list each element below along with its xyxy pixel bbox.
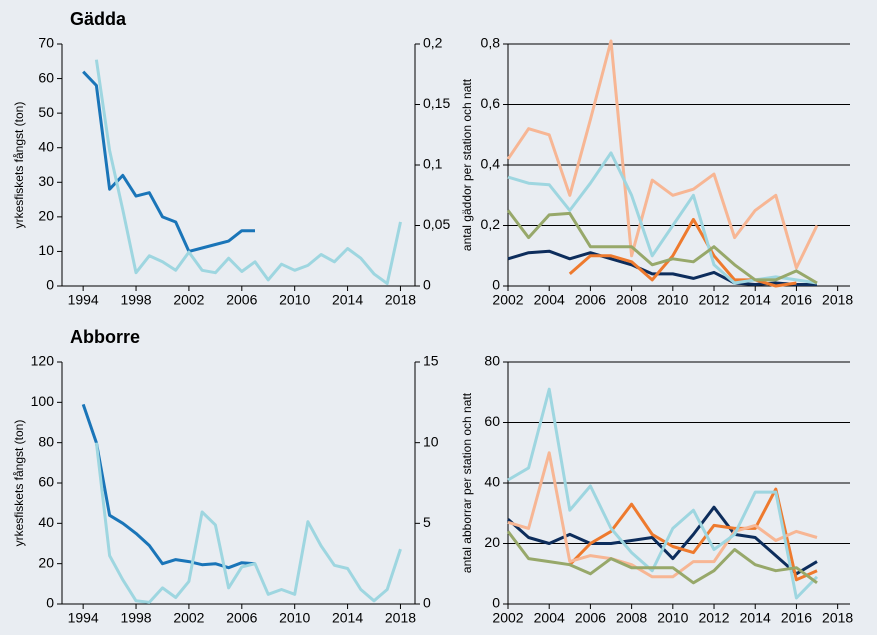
x-tick-label: 1994	[68, 292, 99, 308]
x-tick-label: 2002	[173, 610, 204, 626]
y-tick-label: 20	[38, 208, 54, 224]
y-tick-label: 20	[38, 554, 54, 570]
y-tick-label: 0,6	[481, 95, 501, 111]
y-tick-label: 0	[46, 277, 54, 293]
x-tick-label: 2010	[657, 292, 688, 308]
y-tick-label: 60	[484, 413, 500, 429]
y-tick-label: 20	[484, 534, 500, 550]
x-tick-label: 1998	[120, 292, 151, 308]
y-tick-label: 80	[38, 433, 54, 449]
y-tick-label: 40	[38, 514, 54, 530]
x-tick-label: 2012	[698, 610, 729, 626]
x-tick-label: 2004	[534, 610, 565, 626]
y2-tick-label: 0,1	[423, 156, 443, 172]
series-line	[507, 451, 818, 579]
y2-tick-label: 15	[423, 353, 439, 369]
y2-tick-label: 10	[423, 433, 439, 449]
x-tick-label: 1998	[120, 610, 151, 626]
y-tick-label: 0,8	[481, 35, 501, 51]
chart-title: Abborre	[70, 327, 140, 347]
y-tick-label: 30	[38, 173, 54, 189]
y2-tick-label: 0,15	[423, 95, 450, 111]
x-tick-label: 2014	[332, 292, 363, 308]
x-tick-label: 2004	[534, 292, 565, 308]
y-tick-label: 100	[31, 393, 55, 409]
x-tick-label: 2008	[616, 292, 647, 308]
y-tick-label: 50	[38, 104, 54, 120]
series-line	[506, 39, 819, 270]
y-tick-label: 60	[38, 474, 54, 490]
y-tick-label: 80	[484, 353, 500, 369]
y-tick-label: 40	[484, 474, 500, 490]
y-tick-label: 10	[38, 242, 54, 258]
y-tick-label: 70	[38, 35, 54, 51]
series-line	[568, 487, 818, 582]
y-tick-label: 0,2	[481, 216, 501, 232]
series-line	[507, 151, 818, 285]
series-line	[506, 209, 818, 285]
y2-tick-label: 5	[423, 514, 431, 530]
x-tick-label: 2018	[385, 610, 416, 626]
chart-title: Gädda	[70, 9, 127, 29]
y-axis-label: antal gäddor per station och natt	[460, 78, 474, 251]
x-tick-label: 2006	[575, 292, 606, 308]
x-tick-label: 2014	[332, 610, 363, 626]
y2-tick-label: 0,05	[423, 216, 450, 232]
series-line	[82, 70, 255, 253]
y-axis-label: antal abborrar per station och natt	[460, 392, 474, 573]
x-tick-label: 2016	[781, 292, 812, 308]
x-tick-label: 2014	[740, 292, 771, 308]
y2-tick-label: 0	[423, 277, 431, 293]
y-tick-label: 0	[492, 595, 500, 611]
x-tick-label: 2018	[385, 292, 416, 308]
x-tick-label: 2014	[740, 610, 771, 626]
x-tick-label: 2002	[173, 292, 204, 308]
x-tick-label: 2006	[226, 292, 257, 308]
series-line	[81, 403, 256, 570]
y-tick-label: 40	[38, 138, 54, 154]
x-tick-label: 2016	[781, 610, 812, 626]
x-tick-label: 2002	[492, 292, 523, 308]
y-tick-label: 60	[38, 69, 54, 85]
x-tick-label: 2012	[698, 292, 729, 308]
x-tick-label: 2010	[657, 610, 688, 626]
x-tick-label: 2002	[492, 610, 523, 626]
series-line	[94, 442, 402, 604]
y2-tick-label: 0	[423, 595, 431, 611]
y-axis-label: yrkesfiskets fångst (ton)	[12, 102, 26, 229]
x-tick-label: 2010	[279, 292, 310, 308]
y-tick-label: 0	[46, 595, 54, 611]
series-line	[94, 59, 402, 286]
x-tick-label: 2008	[616, 610, 647, 626]
x-tick-label: 2010	[279, 610, 310, 626]
x-tick-label: 2006	[575, 610, 606, 626]
y-tick-label: 0,4	[481, 156, 501, 172]
series-line	[507, 387, 819, 600]
x-tick-label: 2018	[822, 292, 853, 308]
x-tick-label: 1994	[68, 610, 99, 626]
y-tick-label: 120	[31, 353, 55, 369]
y-tick-label: 0	[492, 277, 500, 293]
y-axis-label: yrkesfiskets fångst (ton)	[12, 420, 26, 547]
series-line	[506, 530, 818, 585]
x-tick-label: 2006	[226, 610, 257, 626]
x-tick-label: 2018	[822, 610, 853, 626]
y2-tick-label: 0,2	[423, 35, 443, 51]
